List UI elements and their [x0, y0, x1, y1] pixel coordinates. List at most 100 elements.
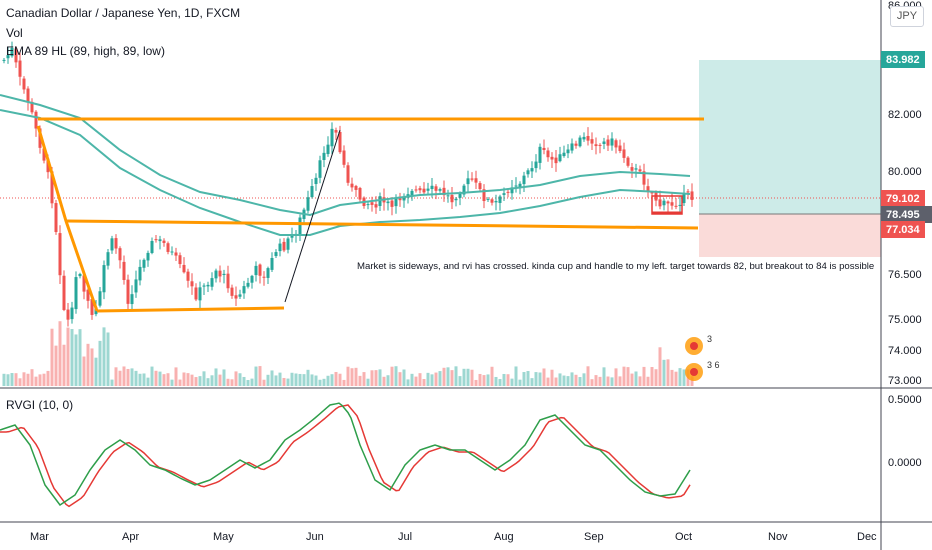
candle: [238, 294, 242, 297]
candle: [634, 168, 638, 170]
candle: [590, 139, 594, 144]
candle: [66, 309, 70, 320]
volume-bar: [238, 373, 242, 386]
candle: [286, 238, 290, 250]
candle: [222, 273, 226, 275]
candle: [170, 251, 174, 253]
candle: [646, 186, 650, 191]
candle: [570, 143, 574, 151]
candle: [566, 149, 570, 154]
candle: [298, 217, 302, 236]
candle: [682, 193, 686, 204]
candle: [622, 149, 626, 158]
candle: [678, 204, 682, 206]
volume-bar: [354, 367, 358, 386]
candle: [670, 202, 674, 206]
volume-bar: [162, 374, 166, 386]
candle: [42, 148, 46, 161]
volume-bar: [6, 374, 10, 386]
volume-bar: [466, 368, 470, 386]
volume-bar: [242, 376, 246, 386]
candle: [30, 101, 34, 113]
candle: [366, 204, 370, 206]
volume-bar: [538, 372, 542, 386]
currency-button[interactable]: JPY: [890, 6, 924, 27]
candle: [6, 55, 10, 59]
volume-bar: [126, 368, 130, 386]
volume-bar: [190, 374, 194, 386]
volume-bar: [206, 378, 210, 386]
volume-bar: [590, 379, 594, 386]
volume-bar: [678, 368, 682, 386]
lower-channel-line: [96, 306, 285, 313]
rvgi-tick: 0.5000: [888, 394, 922, 406]
candle: [558, 154, 562, 162]
rvgi-main-line: [0, 402, 691, 507]
price-axis[interactable]: 86.000 82.000 80.000 76.500 75.000 74.00…: [881, 0, 932, 469]
volume-bar: [606, 376, 610, 386]
chart-title: Canadian Dollar / Japanese Yen, 1D, FXCM: [6, 6, 241, 20]
volume-bar: [450, 370, 454, 386]
volume-bar: [602, 367, 606, 386]
volume-bar: [510, 378, 514, 386]
candle: [234, 295, 238, 299]
rvgi-legend[interactable]: RVGI (10, 0): [6, 398, 74, 412]
candle: [206, 284, 210, 287]
rvgi-signal-line: [0, 404, 691, 508]
volume-bar: [454, 366, 458, 386]
volume-bar: [174, 367, 178, 386]
volume-bar: [98, 340, 102, 386]
candle: [394, 197, 398, 207]
volume-bar: [386, 375, 390, 386]
volume-bar: [458, 376, 462, 386]
volume-bar: [530, 378, 534, 386]
candle: [666, 201, 670, 204]
volume-bar: [346, 366, 350, 386]
candle: [538, 146, 542, 163]
candle: [450, 194, 454, 203]
candle: [262, 276, 266, 278]
candle: [482, 189, 486, 202]
volume-bar: [142, 373, 146, 386]
loss-zone: [699, 214, 881, 257]
volume-bar: [446, 367, 450, 386]
volume-bar: [46, 370, 50, 386]
volume-bar: [62, 344, 66, 386]
volume-bar: [254, 366, 258, 386]
volume-bar: [274, 375, 278, 386]
candle: [290, 235, 294, 238]
candle: [498, 196, 502, 203]
time-tick: Dec: [857, 531, 877, 543]
volume-bar: [406, 379, 410, 386]
candle: [218, 270, 222, 277]
volume-bar: [286, 378, 290, 386]
candle: [54, 203, 58, 233]
volume-bar: [134, 370, 138, 386]
event-markers[interactable]: 3 3 6: [685, 334, 720, 381]
volume-legend[interactable]: Vol: [6, 26, 23, 40]
candle: [162, 240, 166, 243]
candle: [390, 200, 394, 207]
candle: [58, 233, 62, 276]
time-axis[interactable]: Mar Apr May Jun Jul Aug Sep Oct Nov Dec: [30, 531, 877, 543]
ema-legend[interactable]: EMA 89 HL (89, high, 89, low): [6, 44, 165, 58]
candle: [246, 282, 250, 287]
volume-bar: [486, 374, 490, 386]
candle: [642, 171, 646, 185]
last-price-badge: [881, 190, 925, 207]
volume-bar: [94, 357, 98, 386]
volume-bar: [370, 370, 374, 386]
entry-price-label: 78.495: [886, 209, 920, 221]
candle: [526, 170, 530, 175]
price-tick: 80.000: [888, 166, 922, 178]
candle: [322, 152, 326, 161]
volume-bar: [422, 379, 426, 386]
candle: [414, 189, 418, 191]
volume-bar: [542, 368, 546, 386]
volume-bar: [426, 372, 430, 386]
volume-bar: [622, 366, 626, 386]
volume-bar: [490, 366, 494, 386]
volume-bar: [42, 373, 46, 386]
candle: [562, 152, 566, 157]
volume-bar: [246, 379, 250, 386]
